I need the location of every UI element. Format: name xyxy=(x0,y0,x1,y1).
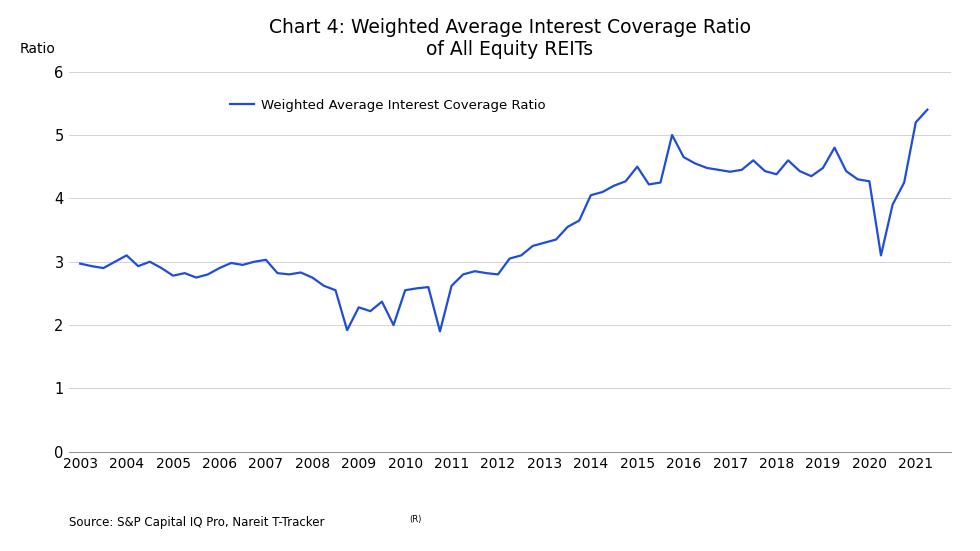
Weighted Average Interest Coverage Ratio xyxy=(248,258,260,265)
Weighted Average Interest Coverage Ratio xyxy=(74,260,86,267)
Text: (R): (R) xyxy=(410,515,422,524)
Weighted Average Interest Coverage Ratio xyxy=(353,304,365,311)
Weighted Average Interest Coverage Ratio xyxy=(550,236,562,243)
Line: Weighted Average Interest Coverage Ratio: Weighted Average Interest Coverage Ratio xyxy=(80,110,927,331)
Text: Source: S&P Capital IQ Pro, Nareit T-Tracker: Source: S&P Capital IQ Pro, Nareit T-Tra… xyxy=(69,516,324,529)
Weighted Average Interest Coverage Ratio xyxy=(434,328,446,334)
Weighted Average Interest Coverage Ratio xyxy=(921,106,933,113)
Weighted Average Interest Coverage Ratio xyxy=(852,176,863,183)
Text: Ratio: Ratio xyxy=(20,42,56,56)
Weighted Average Interest Coverage Ratio xyxy=(260,257,271,263)
Legend: Weighted Average Interest Coverage Ratio: Weighted Average Interest Coverage Ratio xyxy=(225,94,551,117)
Title: Chart 4: Weighted Average Interest Coverage Ratio
of All Equity REITs: Chart 4: Weighted Average Interest Cover… xyxy=(269,18,751,59)
Weighted Average Interest Coverage Ratio xyxy=(562,224,573,230)
